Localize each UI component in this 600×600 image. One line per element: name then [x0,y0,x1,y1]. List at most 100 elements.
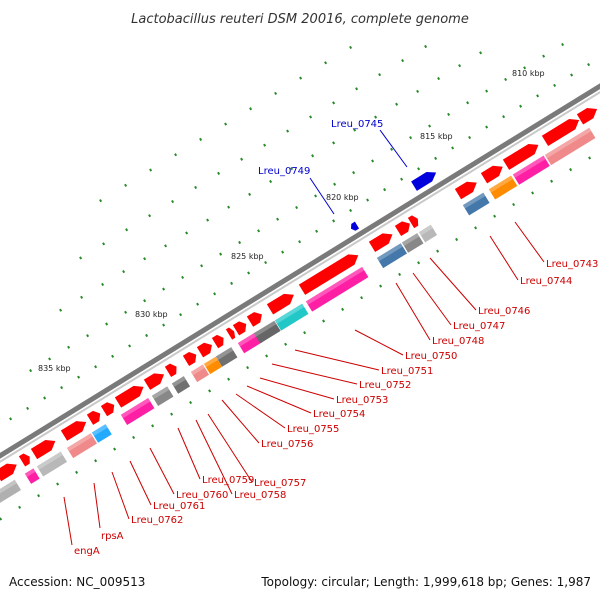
gene-label-lreu-0745[interactable]: Lreu_0745 [331,119,383,130]
gene-label-lreu-0752[interactable]: Lreu_0752 [359,380,411,391]
scale-dot [124,183,128,187]
scale-dot [416,89,420,93]
scale-dot [26,406,30,411]
gene-label-lreu-0753[interactable]: Lreu_0753 [336,395,388,406]
gene-label-lreu-0756[interactable]: Lreu_0756 [261,439,313,450]
tick-label-810: 810 kbp [512,69,545,78]
scale-dot [263,143,267,147]
gene-arrow-forward [86,410,101,425]
leader-lreu-0757 [207,413,253,483]
scale-dot [164,244,168,248]
scale-dot [349,45,353,50]
scale-dot [75,470,79,474]
leader-lreu-0751 [294,349,380,371]
scale-dot [378,73,382,77]
scale-dot [148,214,152,218]
gene-arrow-forward [18,453,30,467]
gene-arrow-forward [502,143,539,170]
scale-dot [466,101,470,105]
gene-label-enga[interactable]: engA [74,546,100,557]
gene-label-lreu-0744[interactable]: Lreu_0744 [520,276,572,287]
scale-dot [536,94,540,98]
scale-dot [588,156,592,160]
gene-arrow-forward [143,373,165,390]
gene-label-lreu-0761[interactable]: Lreu_0761 [153,501,205,512]
scale-dot [333,182,337,186]
gene-arrow-lreu-0745 [411,172,437,191]
gene-function-block [418,224,438,243]
gene-label-rpsa[interactable]: rpsA [101,531,124,542]
scale-dot [284,342,288,346]
scale-dot [324,61,328,65]
gene-label-lreu-0762[interactable]: Lreu_0762 [131,515,183,526]
gene-function-block [376,243,408,269]
gene-label-lreu-0754[interactable]: Lreu_0754 [313,409,365,420]
scale-dot [124,310,128,314]
scale-dot [238,240,242,245]
leader-lreu-0755 [235,393,286,429]
scale-dot [400,177,404,181]
scale-dot [542,54,546,58]
scale-dot [303,331,307,335]
genome-backbone-highlight [0,90,600,463]
scale-dot [512,202,516,207]
gene-function-block [66,433,98,459]
gene-label-lreu-0757[interactable]: Lreu_0757 [254,478,306,489]
scale-dot [170,412,174,416]
gene-label-lreu-0755[interactable]: Lreu_0755 [287,424,339,435]
gene-function-block [253,320,281,344]
gene-arrow-forward [266,293,294,315]
scale-dot [208,389,212,393]
gene-function-block [274,303,309,331]
gene-label-lreu-0743[interactable]: Lreu_0743 [546,259,598,270]
gene-arrow-forward [182,351,197,366]
scale-dot [265,354,269,358]
scale-dot [60,386,64,390]
scale-dot [185,231,189,235]
leader-lreu-0750 [354,329,404,356]
scale-dot [587,63,591,67]
gene-label-lreu-0747[interactable]: Lreu_0747 [453,321,505,332]
scale-dot [105,322,109,326]
scale-dot [298,240,302,244]
scale-dot [217,171,221,175]
gene-arrow-forward [211,334,224,349]
leader-lreu-0748 [395,282,431,341]
scale-dot [519,104,523,108]
scale-dot [366,198,370,202]
scale-dot [390,147,394,151]
gene-label-lreu-0758[interactable]: Lreu_0758 [234,490,286,501]
scale-dot [143,257,147,261]
tick-label-835: 835 kbp [38,364,71,373]
scale-dot [314,194,318,198]
gene-label-lreu-0746[interactable]: Lreu_0746 [478,306,530,317]
scale-dot [29,369,33,373]
gene-label-lreu-0750[interactable]: Lreu_0750 [405,351,457,362]
gene-arrow-forward [164,363,177,378]
leader-lreu-0744 [489,235,519,281]
gene-tracks [0,108,598,505]
scale-dot [502,115,506,119]
scale-dot [181,275,185,280]
scale-dot [436,249,440,253]
gene-label-lreu-0751[interactable]: Lreu_0751 [381,366,433,377]
tick-label-825: 825 kbp [231,252,264,261]
scale-dot [570,73,574,77]
scale-dot [315,229,319,233]
scale-dot [171,199,175,204]
scale-dot [360,296,364,300]
gene-label-lreu-0760[interactable]: Lreu_0760 [176,490,228,501]
gene-arrow-forward [541,119,580,146]
scale-dot [309,115,313,119]
scale-dot [295,205,299,210]
gene-label-lreu-0759[interactable]: Lreu_0759 [202,475,254,486]
gene-arrow-forward [0,463,17,482]
gene-label-lreu-0748[interactable]: Lreu_0748 [432,336,484,347]
scale-dot [349,208,353,213]
label-leader-lines [63,129,545,546]
gene-label-lreu-0749[interactable]: Lreu_0749 [258,166,310,177]
scale-dot [311,154,315,158]
scale-dot [353,128,357,132]
leader-lreu-0749 [309,177,335,215]
scale-dot [43,396,47,400]
